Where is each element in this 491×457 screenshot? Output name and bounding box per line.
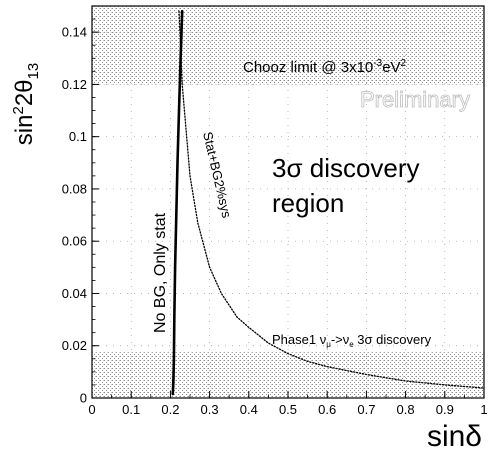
x-tick-label: 0.1 [122, 402, 140, 417]
y-tick-label: 0.06 [62, 234, 87, 249]
axis-ticks: 0 0.1 0.2 0.3 0.4 0.5 0.6 0.7 0.8 0.9 1 0 0.02 0.04 0.… [62, 5, 488, 417]
series-line-only-stat [171, 9, 184, 396]
y-tick-label: 0.02 [62, 338, 87, 353]
x-tick-label: 0.3 [201, 402, 219, 417]
series-line-stat-bg [178, 10, 485, 389]
chooz-limit-label: Chooz limit @ 3x10-3eV2 [243, 58, 407, 76]
x-tick-label: 0.6 [318, 402, 336, 417]
x-tick-label: 0.8 [397, 402, 415, 417]
x-tick-label: 0.4 [240, 402, 258, 417]
y-tick-label: 0 [80, 391, 87, 406]
discovery-region-line1: 3σ discovery [272, 153, 420, 183]
grid-lines [92, 6, 484, 398]
y-tick-label: 0.1 [69, 129, 87, 144]
discovery-region-line2: region [272, 188, 344, 218]
y-tick-label: 0.12 [62, 77, 87, 92]
y-tick-label: 0.04 [62, 286, 87, 301]
x-tick-label: 0.2 [161, 402, 179, 417]
phase1-discovery-label: Phase1 νμ->νe 3σ discovery [272, 332, 432, 349]
y-tick-label: 0.14 [62, 25, 87, 40]
curve-label-stat-bg: Stat+BG2%sys [200, 130, 234, 219]
shaded-region-phase1-discovery [92, 352, 484, 398]
x-tick-label: 0 [88, 402, 95, 417]
x-tick-label: 0.7 [357, 402, 375, 417]
y-tick-label: 0.08 [62, 181, 87, 196]
shaded-regions [92, 6, 484, 398]
x-tick-label: 1 [480, 402, 487, 417]
x-axis-label: sinδ [427, 420, 482, 453]
curve-label-only-stat: No BG, Only stat [152, 212, 169, 333]
data-series [171, 9, 485, 396]
x-tick-label: 0.5 [279, 402, 297, 417]
shaded-region-chooz-excluded [92, 6, 484, 85]
preliminary-label: Preliminary [360, 87, 470, 112]
y-axis-label: sin22θ13 [10, 63, 42, 145]
x-tick-label: 0.9 [436, 402, 454, 417]
